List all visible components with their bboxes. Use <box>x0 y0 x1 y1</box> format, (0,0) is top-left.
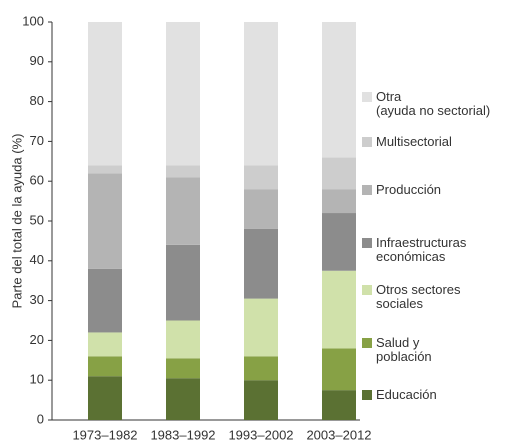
x-tick-label: 1993–2002 <box>228 427 293 442</box>
y-tick-label: 80 <box>30 93 44 108</box>
y-tick-label: 20 <box>30 332 44 347</box>
y-tick-label: 0 <box>37 411 44 426</box>
bar-segment <box>244 380 278 420</box>
bar-segment <box>244 228 278 299</box>
x-tick-label: 2003–2012 <box>306 427 371 442</box>
legend-label: Salud y población <box>376 335 432 364</box>
bar-segment <box>88 356 122 377</box>
bar-segment <box>166 244 200 321</box>
bar-segment <box>88 376 122 420</box>
legend-label: Multisectorial <box>376 134 452 149</box>
legend-swatch <box>362 285 372 295</box>
bar-segment <box>166 165 200 178</box>
bar-segment <box>166 177 200 245</box>
bar-segment <box>88 268 122 333</box>
legend-label: Otra (ayuda no sectorial) <box>376 89 491 118</box>
bar-segment <box>322 189 356 214</box>
bar-segment <box>166 358 200 379</box>
legend-label: Otros sectores sociales <box>376 282 461 311</box>
bar-segment <box>244 356 278 381</box>
y-tick-label: 100 <box>22 13 44 28</box>
y-tick-label: 90 <box>30 53 44 68</box>
bar-segment <box>166 378 200 420</box>
bar-segment <box>322 157 356 190</box>
bar-segment <box>322 213 356 271</box>
bar-segment <box>244 165 278 190</box>
bar-segment <box>88 332 122 357</box>
bar-segment <box>322 22 356 158</box>
bar-segment <box>88 165 122 174</box>
legend-label: Producción <box>376 182 442 197</box>
y-axis-label: Parte del total de la ayuda (%) <box>9 134 24 309</box>
bar-segment <box>322 390 356 420</box>
legend-label: Educación <box>376 387 437 402</box>
y-tick-label: 50 <box>30 212 44 227</box>
legend-swatch <box>362 238 372 248</box>
legend-swatch <box>362 92 372 102</box>
bar-segment <box>244 189 278 229</box>
y-tick-label: 60 <box>30 173 44 188</box>
y-tick-label: 70 <box>30 133 44 148</box>
legend-swatch <box>362 390 372 400</box>
legend-swatch <box>362 338 372 348</box>
x-tick-label: 1973–1982 <box>72 427 137 442</box>
x-tick-label: 1983–1992 <box>150 427 215 442</box>
legend-swatch <box>362 185 372 195</box>
bar-segment <box>244 22 278 166</box>
bar-segment <box>322 348 356 391</box>
legend-swatch <box>362 137 372 147</box>
y-tick-label: 30 <box>30 292 44 307</box>
bar-segment <box>322 270 356 349</box>
y-tick-label: 40 <box>30 252 44 267</box>
bar-segment <box>88 173 122 269</box>
bar-segment <box>244 298 278 357</box>
bar-segment <box>88 22 122 166</box>
y-tick-label: 10 <box>30 372 44 387</box>
bar-segment <box>166 22 200 166</box>
legend-label: Infraestructuras económicas <box>376 235 467 264</box>
bar-segment <box>166 320 200 359</box>
